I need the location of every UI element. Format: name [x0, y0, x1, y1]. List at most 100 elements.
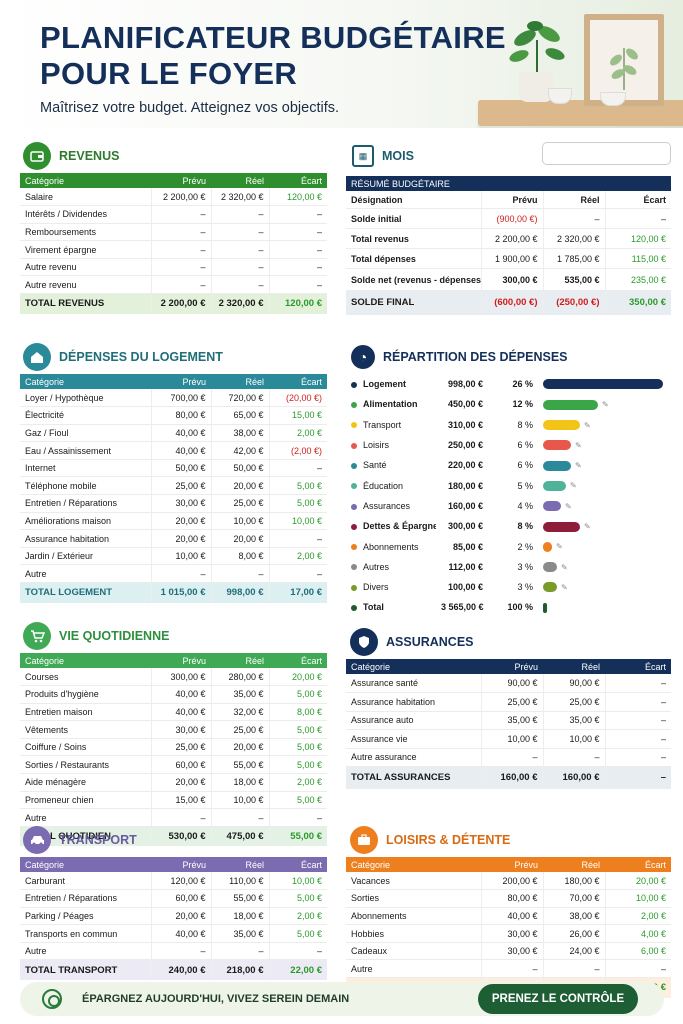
- table-cell: –: [604, 729, 671, 749]
- table-row: Eau / Assainissement 40,00 €42,00 € (2,00 …: [20, 441, 327, 460]
- table-row: Sorties / Restaurants 60,00 €55,00 €5,00 …: [20, 755, 327, 775]
- table-row: Améliorations maison 20,00 €10,00 €10,00 …: [20, 512, 327, 531]
- table-cell: Promeneur chien: [20, 791, 151, 810]
- logement-table: Catégorie Prévu Réel Écart Loyer / Hypothèq…: [20, 374, 327, 603]
- table-cell: 5,00 €: [268, 791, 327, 810]
- table-cell: TOTAL QUOTIDIEN: [25, 831, 112, 843]
- cta-button[interactable]: PRENEZ LE CONTRÔLE: [478, 984, 638, 1014]
- table-cell: 110,00 €: [210, 872, 269, 891]
- table-cell: Aide ménagère: [20, 773, 151, 792]
- table-cell: [538, 374, 671, 394]
- footer-slogan: ÉPARGNEZ AUJOURD'HUI, VIVEZ SEREIN DEMAI…: [82, 993, 350, 1005]
- table-cell: ✎: [538, 577, 671, 597]
- table-cell: 2 200,00 €: [480, 228, 543, 250]
- table-cell: –: [268, 459, 327, 478]
- table-cell: 2 320,00 €: [542, 228, 605, 250]
- table-cell: Prévu: [480, 191, 543, 210]
- table-cell: 10,00 €: [210, 512, 269, 531]
- table-cell: 50,00 €: [150, 459, 211, 478]
- total-row: SOLDE FINAL (600,00 €) (250,00 €) 350,00 €: [346, 290, 671, 315]
- total-row: TOTAL REVENUS 2 200,00 €2 320,00 €120,00 …: [20, 293, 327, 314]
- table-cell: 25,00 €: [210, 494, 269, 513]
- table-cell: Parking / Péages: [20, 907, 151, 926]
- distribution-row: Autres 112,00 € 3 % ✎: [346, 557, 671, 577]
- table-row: Parking / Péages 20,00 €18,00 €2,00 €: [20, 907, 327, 926]
- table-cell: Transports en commun: [20, 924, 151, 943]
- table-cell: 5,00 €: [268, 494, 327, 513]
- legend-dot: [351, 422, 357, 429]
- table-cell: 65,00 €: [210, 406, 269, 425]
- legend-dot: [351, 462, 357, 469]
- table-row: Total dépenses 1 900,00 €1 785,00 €115,00…: [346, 248, 671, 270]
- table-row: Assurance santé 90,00 €90,00 € –: [346, 674, 671, 693]
- table-row: Téléphone mobile 25,00 €20,00 €5,00 €: [20, 476, 327, 496]
- table-cell: 24,00 €: [542, 942, 605, 961]
- column-header: Catégorie: [25, 175, 65, 186]
- table-cell: 2,00 €: [268, 424, 327, 443]
- table-cell: ✎: [538, 394, 671, 414]
- table-cell: Eau / Assainissement: [20, 441, 151, 460]
- amount-value: 450,00 €: [447, 399, 483, 410]
- table-cell: (2,00 €): [268, 441, 327, 460]
- table-cell: 8,00 €: [210, 547, 269, 566]
- table-cell: Gaz / Fioul: [20, 424, 151, 443]
- table-cell: Vacances: [346, 872, 481, 891]
- table-cell: 120,00 €: [268, 293, 327, 314]
- category-label: Transport: [363, 419, 402, 430]
- pie-chart-icon: ◔: [351, 345, 375, 369]
- edit-icon: ✎: [570, 481, 577, 491]
- table-cell: 180,00 €: [542, 872, 605, 891]
- percent-value: 8 %: [517, 521, 533, 532]
- resume-title: RÉSUMÉ BUDGÉTAIRE: [351, 178, 450, 189]
- category-label: Assurances: [363, 500, 411, 511]
- table-cell: 20,00 €: [604, 872, 671, 891]
- column-header: Catégorie: [25, 376, 65, 387]
- table-cell: Loisirs: [346, 435, 436, 455]
- table-cell: 10,00 €: [268, 512, 327, 531]
- category-label: Total: [363, 602, 384, 613]
- table-cell: 10,00 €: [268, 872, 327, 891]
- table-row: Autre – – –: [20, 808, 327, 827]
- table-row: Autre – – –: [346, 959, 671, 979]
- table-cell: –: [210, 240, 269, 259]
- table-cell: Téléphone mobile: [20, 476, 151, 496]
- category-label: Santé: [363, 460, 387, 471]
- table-row: Aide ménagère 20,00 €18,00 €2,00 €: [20, 773, 327, 792]
- percent-value: 3 %: [517, 561, 533, 572]
- legend-dot: [351, 544, 357, 551]
- distribution-bar: [543, 602, 547, 613]
- table-row: Autre revenu – – –: [20, 275, 327, 295]
- table-row: Assurance auto 35,00 €35,00 € –: [346, 711, 671, 730]
- transport-section: TRANSPORT Catégorie Prévu Réel Écart Carbur…: [20, 823, 327, 980]
- distribution-row: Dettes & Épargne 300,00 € 8 % ✎: [346, 516, 671, 536]
- distribution-bar: [543, 440, 571, 451]
- table-row: Abonnements 40,00 €38,00 €2,00 €: [346, 907, 671, 926]
- table-cell: Coiffure / Soins: [20, 738, 151, 757]
- table-cell: 20,00 €: [210, 476, 269, 496]
- table-cell: 2 200,00 €: [150, 188, 211, 207]
- table-cell: 160,00 €: [480, 766, 543, 789]
- table-cell: Éducation: [346, 475, 436, 495]
- car-icon: [23, 826, 51, 854]
- table-row: Intérêts / Dividendes – – –: [20, 205, 327, 224]
- table-cell: ✎: [538, 435, 671, 455]
- table-cell: Assurance habitation: [346, 692, 481, 712]
- category-label: Logement: [363, 379, 407, 390]
- table-cell: 17,00 €: [268, 582, 327, 603]
- table-cell: 5,00 €: [268, 738, 327, 757]
- table-cell: Solde net (revenus - dépenses): [346, 268, 481, 292]
- section-title: RÉPARTITION DES DÉPENSES: [383, 350, 568, 364]
- revenus-table: Catégorie Prévu Réel Écart Salaire 2 200,00 …: [20, 173, 327, 314]
- table-row: Coiffure / Soins 25,00 €20,00 €5,00 €: [20, 738, 327, 757]
- column-header: Écart: [644, 859, 666, 870]
- quotidienne-section: VIE QUOTIDIENNE Catégorie Prévu Réel Écart …: [20, 619, 327, 847]
- table-cell: Assurances: [346, 496, 436, 516]
- category-label: Autres: [363, 561, 390, 572]
- resume-section: ▦ MOIS RÉSUMÉ BUDGÉTAIRE Désignation Prév…: [346, 139, 671, 315]
- percent-value: 12 %: [512, 399, 533, 410]
- table-cell: –: [150, 205, 211, 224]
- table-cell: 280,00 €: [210, 668, 269, 687]
- table-cell: –: [604, 208, 671, 230]
- month-input[interactable]: [542, 142, 671, 165]
- table-cell: 40,00 €: [150, 703, 211, 722]
